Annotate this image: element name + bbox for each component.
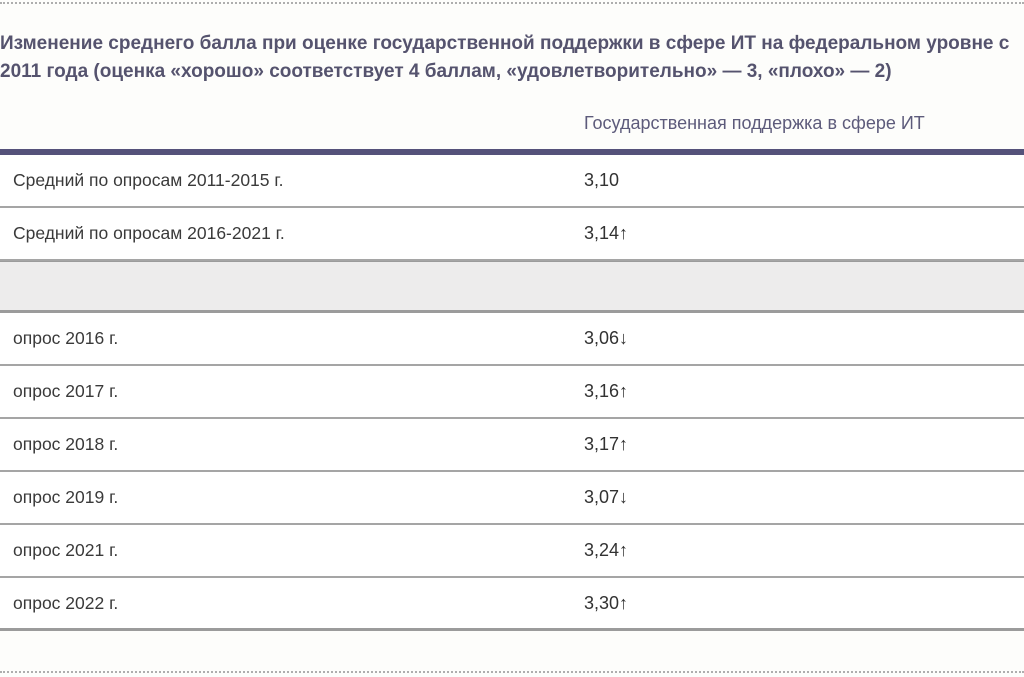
row-label: опрос 2017 г.	[13, 381, 119, 401]
row-label: опрос 2021 г.	[13, 540, 119, 560]
table-header-row: Государственная поддержка в сфере ИТ	[0, 98, 1024, 155]
table-row: опрос 2018 г. 3,17↑	[0, 419, 1024, 472]
row-value: 3,07↓	[584, 487, 629, 507]
row-label: опрос 2018 г.	[13, 434, 119, 454]
survey-results-table: Государственная поддержка в сфере ИТ Сре…	[0, 98, 1024, 631]
table-row: опрос 2017 г. 3,16↑	[0, 366, 1024, 419]
table-row: опрос 2019 г. 3,07↓	[0, 472, 1024, 525]
row-label: Средний по опросам 2011-2015 г.	[13, 170, 284, 190]
row-value: 3,30↑	[584, 592, 629, 613]
row-label: опрос 2019 г.	[13, 487, 119, 507]
section-separator-band	[0, 261, 1024, 313]
row-value: 3,10	[584, 170, 620, 190]
row-label: опрос 2022 г.	[13, 592, 119, 613]
column-header: Государственная поддержка в сфере ИТ	[584, 113, 925, 133]
table-row: опрос 2021 г. 3,24↑	[0, 525, 1024, 578]
bottom-dotted-divider	[0, 671, 1024, 673]
row-value: 3,16↑	[584, 381, 629, 401]
table-row: Средний по опросам 2011-2015 г. 3,10	[0, 155, 1024, 208]
row-value: 3,14↑	[584, 223, 629, 243]
table-row: опрос 2016 г. 3,06↓	[0, 313, 1024, 366]
top-dotted-divider	[0, 2, 1024, 4]
row-value: 3,06↓	[584, 328, 629, 348]
row-label: опрос 2016 г.	[13, 328, 119, 348]
page-title: Изменение среднего балла при оценке госу…	[0, 33, 1010, 82]
row-label: Средний по опросам 2016-2021 г.	[13, 223, 285, 243]
row-value: 3,17↑	[584, 434, 629, 454]
table-row: Средний по опросам 2016-2021 г. 3,14↑	[0, 208, 1024, 261]
row-value: 3,24↑	[584, 540, 629, 560]
table-row: опрос 2022 г. 3,30↑	[0, 578, 1024, 631]
